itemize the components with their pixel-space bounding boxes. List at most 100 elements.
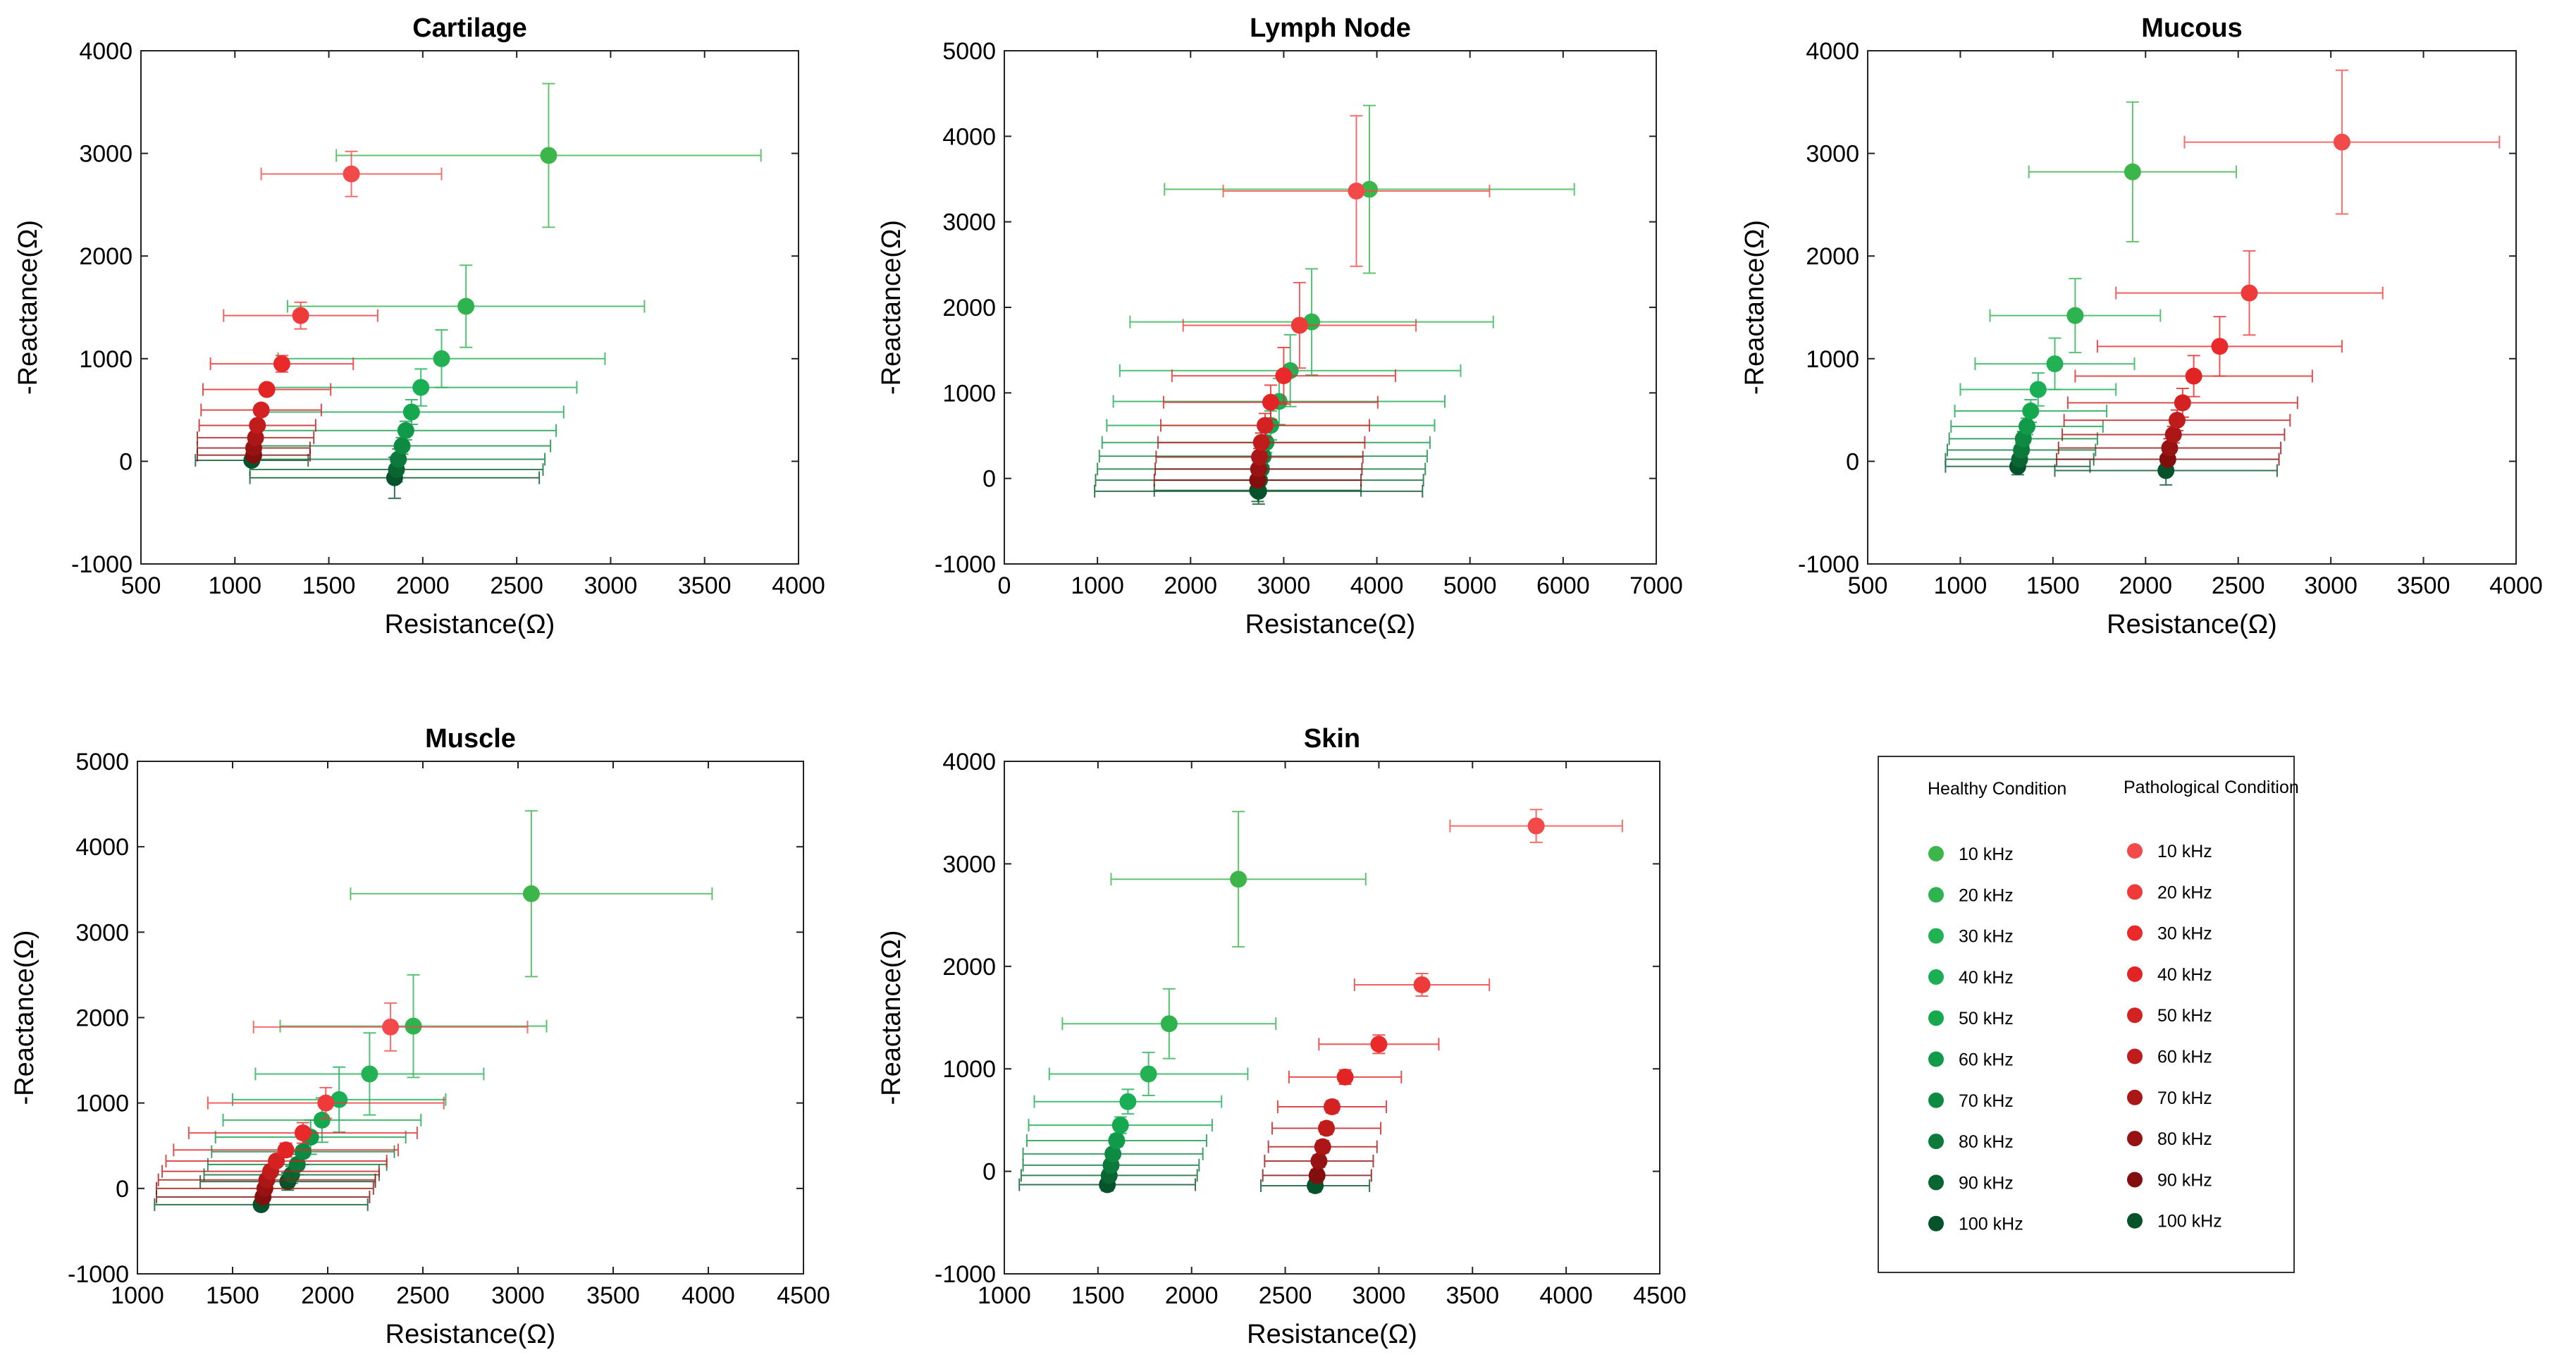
legend: Healthy Condition Pathological Condition… bbox=[1878, 756, 2299, 1273]
data-point bbox=[331, 1091, 348, 1108]
chart-lymph-node: 0 1000 2000 3000 4000 5000 6000 7000-1000010002… bbox=[877, 13, 1683, 639]
y-tick-label: 0 bbox=[1846, 448, 1859, 475]
legend-pathological-marker bbox=[2127, 925, 2143, 941]
legend-healthy-marker bbox=[1928, 1134, 1944, 1150]
data-point bbox=[412, 379, 430, 396]
y-tick-label: 0 bbox=[982, 466, 996, 493]
data-point bbox=[2333, 133, 2350, 151]
x-axis-label: Resistance(Ω) bbox=[2107, 610, 2277, 639]
y-tick-label: 0 bbox=[119, 448, 133, 475]
legend-healthy-label: 70 kHz bbox=[1959, 1091, 2014, 1111]
x-axis-label: Resistance(Ω) bbox=[386, 1320, 556, 1349]
data-point bbox=[277, 1141, 295, 1159]
data-point bbox=[2211, 338, 2229, 355]
legend-pathological-marker bbox=[2127, 966, 2143, 982]
data-point bbox=[361, 1065, 378, 1083]
x-tick-label: 500 bbox=[121, 572, 161, 599]
x-tick-label: 3500 bbox=[2397, 572, 2451, 599]
x-tick-label: 4500 bbox=[777, 1282, 830, 1309]
y-tick-label: 3000 bbox=[942, 851, 996, 878]
y-tick-label: 1000 bbox=[1806, 346, 1859, 373]
series-healthy bbox=[1945, 101, 2238, 476]
y-axis-label: -Reactance(Ω) bbox=[877, 930, 906, 1105]
legend-healthy-label: 50 kHz bbox=[1959, 1009, 2014, 1029]
data-point bbox=[393, 437, 411, 455]
data-point bbox=[522, 885, 540, 902]
y-tick-label: 2000 bbox=[1806, 243, 1859, 270]
legend-pathological-label: 10 kHz bbox=[2157, 842, 2212, 861]
series-pathological bbox=[154, 1002, 529, 1213]
series-pathological bbox=[1153, 115, 1491, 503]
legend-pathological-marker bbox=[2127, 843, 2143, 859]
data-point bbox=[1310, 1153, 1328, 1170]
y-tick-label: 2000 bbox=[79, 243, 133, 270]
y-tick-label: 3000 bbox=[75, 919, 129, 946]
data-point bbox=[1140, 1065, 1157, 1083]
data-point bbox=[433, 350, 450, 367]
y-tick-label: 1000 bbox=[75, 1091, 129, 1117]
data-point bbox=[457, 297, 475, 315]
data-point bbox=[1104, 1145, 1122, 1162]
data-point bbox=[1111, 1117, 1129, 1134]
data-point bbox=[540, 147, 557, 164]
x-tick-label: 4000 bbox=[2489, 572, 2543, 599]
y-tick-label: 5000 bbox=[942, 38, 996, 65]
data-point bbox=[2022, 403, 2040, 420]
x-tick-label: 0 bbox=[998, 572, 1011, 599]
data-point bbox=[1361, 180, 1378, 198]
data-point bbox=[1336, 1068, 1354, 1086]
legend-healthy-label: 90 kHz bbox=[1959, 1173, 2014, 1193]
series-healthy bbox=[1018, 811, 1367, 1193]
y-tick-label: 4000 bbox=[1806, 38, 1859, 65]
chart-muscle: 1000 1500 2000 2500 3000 3500 4000 4500 -1000 0 10… bbox=[10, 724, 830, 1349]
y-tick-label: 1000 bbox=[79, 346, 133, 373]
legend-healthy-marker bbox=[1928, 846, 1944, 861]
data-point bbox=[1230, 871, 1247, 888]
data-point bbox=[390, 450, 407, 468]
data-point bbox=[1370, 1036, 1388, 1053]
data-point bbox=[2168, 412, 2186, 429]
data-point bbox=[292, 307, 309, 324]
legend-healthy-label: 100 kHz bbox=[1959, 1215, 2023, 1234]
x-tick-label: 4000 bbox=[682, 1282, 735, 1309]
legend-pathological-label: 70 kHz bbox=[2157, 1088, 2212, 1108]
x-tick-label: 1000 bbox=[978, 1282, 1031, 1309]
legend-pathological-label: 80 kHz bbox=[2157, 1129, 2212, 1149]
legend-pathological-marker bbox=[2127, 884, 2143, 900]
y-tick-label: 2000 bbox=[942, 295, 996, 321]
data-point bbox=[402, 403, 420, 421]
y-tick-label: 0 bbox=[982, 1159, 996, 1186]
x-tick-label: 2500 bbox=[396, 1282, 450, 1309]
y-tick-label: 2000 bbox=[942, 954, 996, 981]
legend-pathological-label: 50 kHz bbox=[2157, 1006, 2212, 1026]
data-point bbox=[397, 422, 414, 439]
series-pathological bbox=[195, 150, 443, 469]
data-point bbox=[1262, 393, 1279, 411]
data-point bbox=[1413, 976, 1431, 993]
y-tick-label: 3000 bbox=[79, 141, 133, 168]
x-axis-label: Resistance(Ω) bbox=[1247, 1320, 1417, 1349]
legend-healthy-title: Healthy Condition bbox=[1928, 779, 2066, 799]
data-point bbox=[313, 1111, 331, 1129]
legend-healthy-marker bbox=[1928, 969, 1944, 985]
x-tick-label: 2000 bbox=[301, 1282, 355, 1309]
x-tick-label: 4000 bbox=[1350, 572, 1404, 599]
legend-healthy-label: 10 kHz bbox=[1959, 845, 2014, 864]
legend-pathological-label: 60 kHz bbox=[2157, 1048, 2212, 1067]
data-point bbox=[2019, 417, 2036, 435]
x-tick-label: 3000 bbox=[1352, 1282, 1406, 1309]
x-tick-label: 7000 bbox=[1629, 572, 1683, 599]
x-tick-label: 4500 bbox=[1633, 1282, 1687, 1309]
data-point bbox=[1308, 1167, 1326, 1184]
chart-title: Skin bbox=[1304, 724, 1360, 754]
x-tick-label: 500 bbox=[1848, 572, 1888, 599]
legend-pathological-label: 40 kHz bbox=[2157, 965, 2212, 985]
x-tick-label: 1000 bbox=[111, 1282, 164, 1309]
x-tick-label: 3000 bbox=[491, 1282, 545, 1309]
data-point bbox=[2066, 307, 2084, 324]
x-tick-label: 3000 bbox=[584, 572, 638, 599]
legend-healthy-label: 30 kHz bbox=[1959, 927, 2014, 947]
data-point bbox=[294, 1124, 312, 1142]
chart-cartilage: 500 1000 1500 2000 2500 3000 3500 4000 -1000 0 100… bbox=[13, 13, 825, 639]
chart-title: Muscle bbox=[425, 724, 516, 754]
